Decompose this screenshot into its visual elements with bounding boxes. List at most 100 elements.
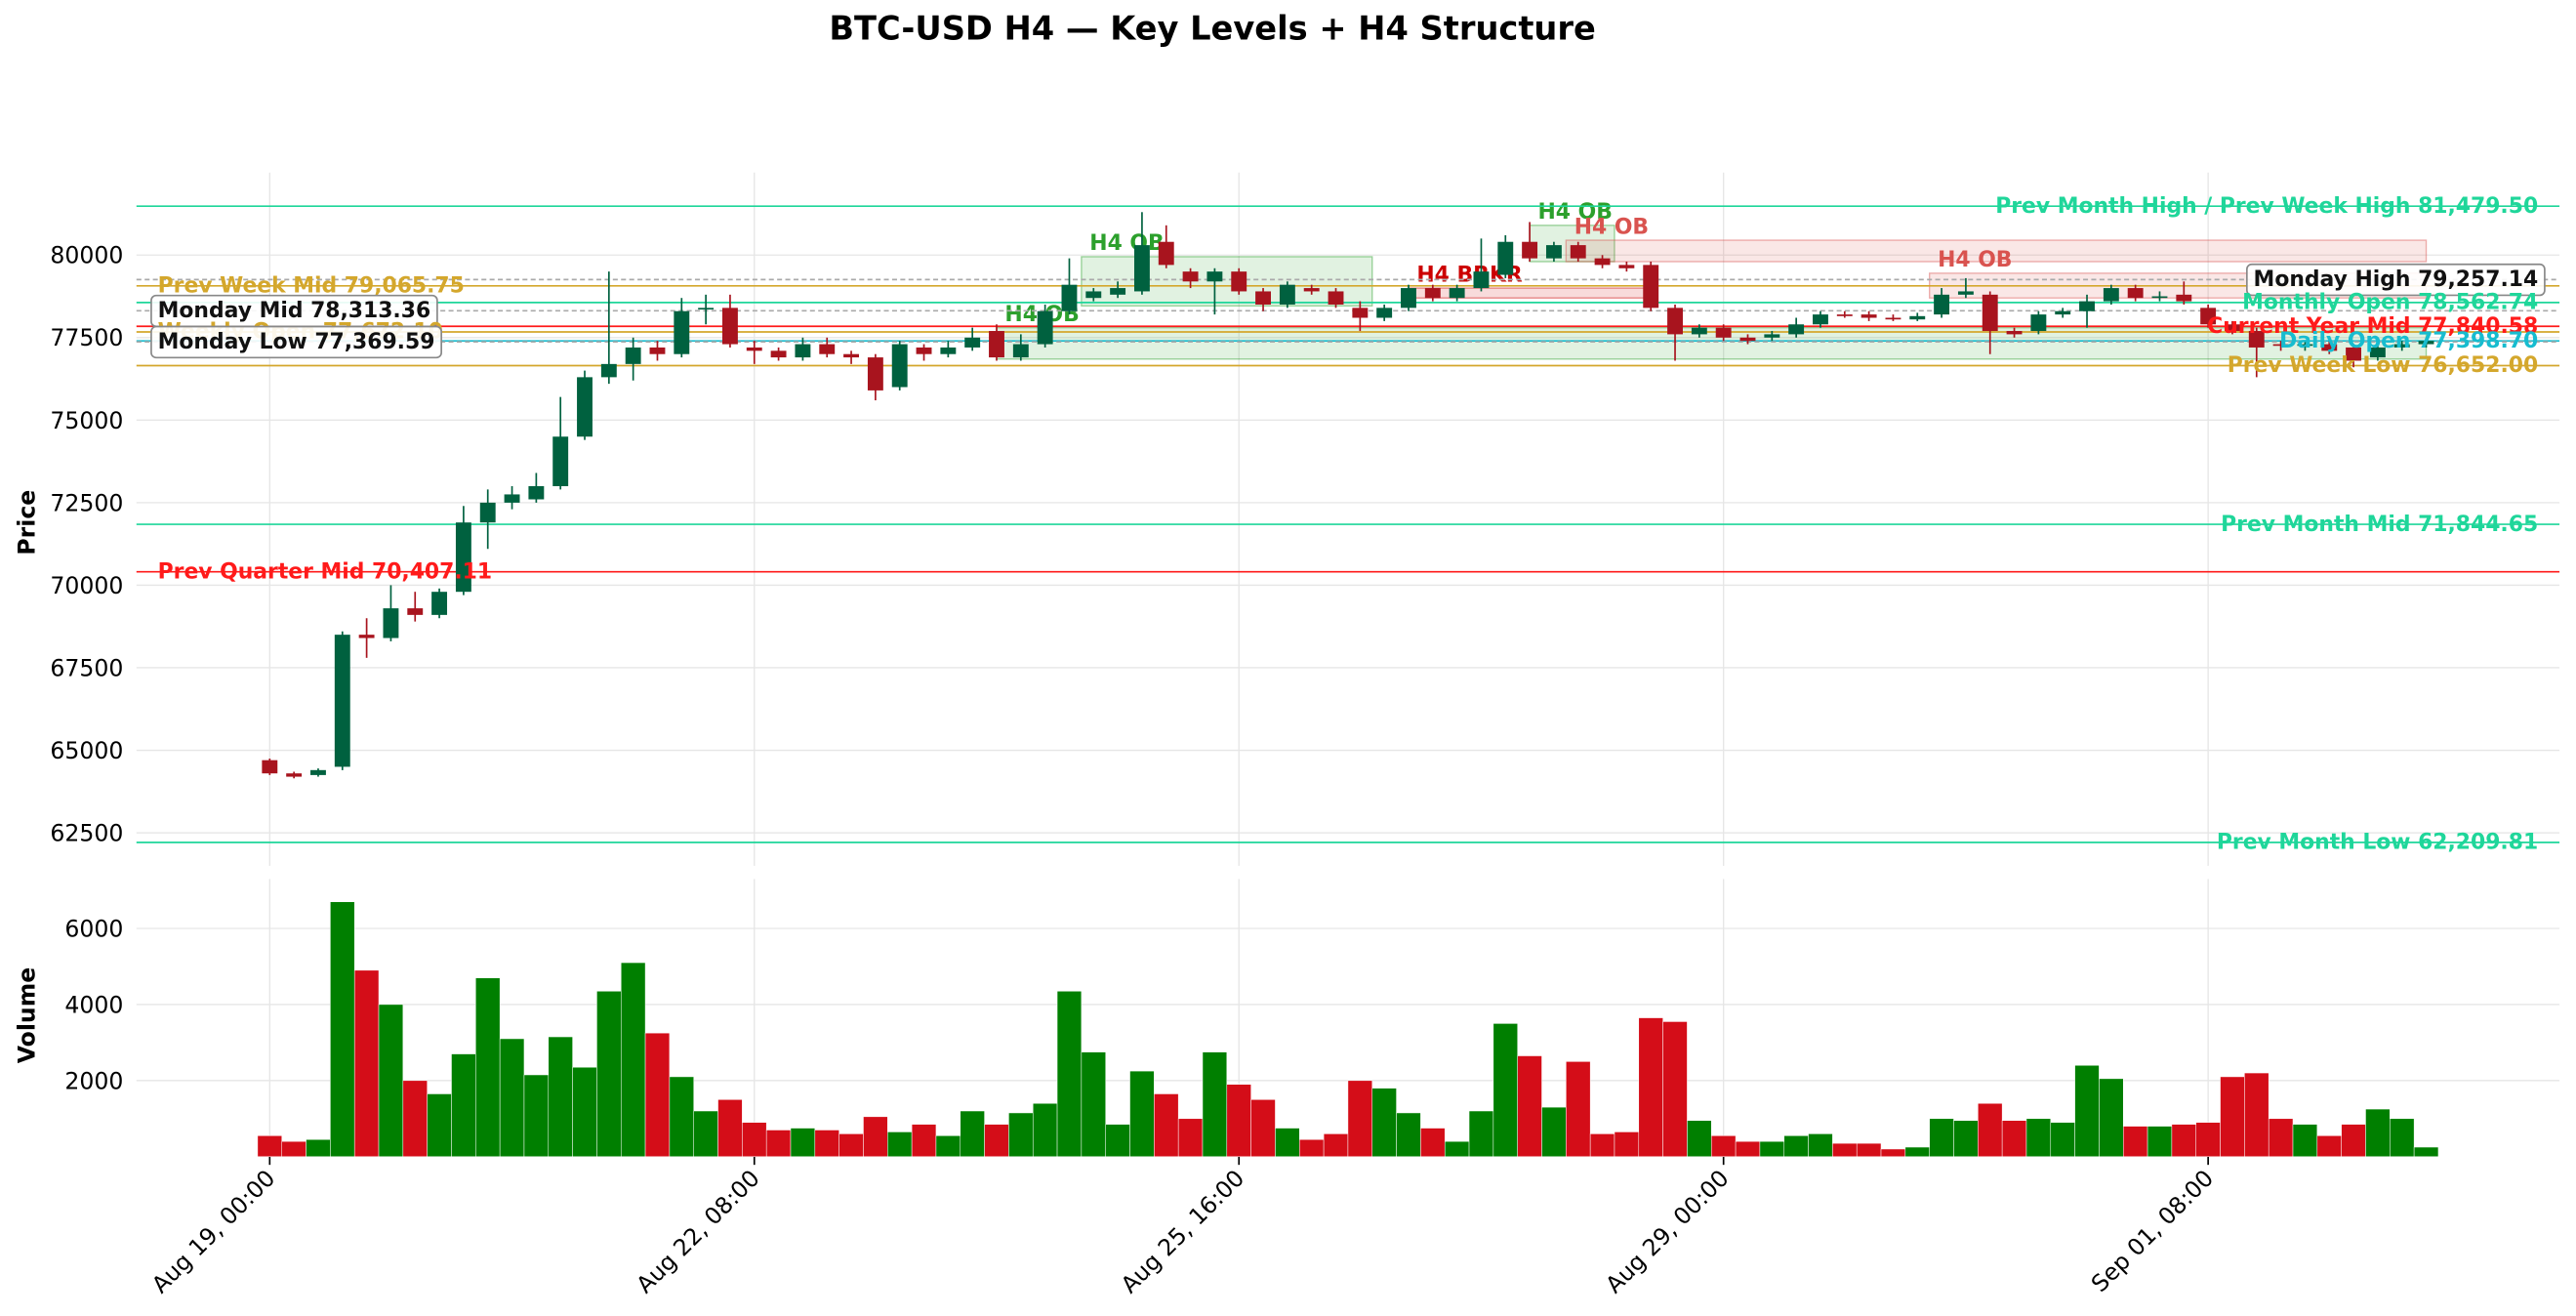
volume-bar xyxy=(281,1140,307,1158)
volume-bar xyxy=(1566,1061,1591,1158)
volume-bar xyxy=(1032,1102,1058,1158)
volume-bar xyxy=(1880,1148,1906,1158)
volume-bar xyxy=(523,1074,550,1158)
x-tick-label: Sep 01, 08:00 xyxy=(2086,1165,2219,1297)
candle-body xyxy=(1813,314,1828,325)
volume-bar xyxy=(1056,991,1083,1158)
candle-body xyxy=(1401,288,1416,308)
volume-bar xyxy=(984,1124,1009,1158)
volume-axis-title: Volume xyxy=(13,967,40,1063)
chart-title: BTC-USD H4 — Key Levels + H4 Structure xyxy=(829,9,1595,47)
volume-bar xyxy=(1735,1140,1761,1158)
candle-body xyxy=(1594,258,1611,266)
volume-bar xyxy=(1541,1106,1567,1158)
zone xyxy=(1565,239,2428,263)
candle-body xyxy=(2127,288,2144,299)
candle-body xyxy=(2346,347,2362,361)
volume-bar xyxy=(427,1093,452,1158)
candle-body xyxy=(891,344,908,388)
candle-body xyxy=(1352,308,1369,318)
candle-body xyxy=(2200,308,2217,325)
candle-body xyxy=(746,347,762,351)
candle-body xyxy=(1037,310,1053,345)
level-label: Monday Mid 78,313.36 xyxy=(158,299,430,323)
volume-bar xyxy=(1154,1093,1179,1158)
volume-bar xyxy=(2123,1126,2148,1158)
candle-body xyxy=(2151,296,2168,299)
volume-bar xyxy=(669,1076,694,1158)
zone-label: H4 OB xyxy=(1538,200,1613,225)
volume-bar xyxy=(2292,1124,2318,1158)
volume-bar xyxy=(1105,1124,1130,1158)
volume-bar xyxy=(402,1080,428,1158)
candle-body xyxy=(1497,241,1514,275)
candle-body xyxy=(1909,315,1926,320)
candle-body xyxy=(698,308,715,310)
x-tick-label: Aug 19, 00:00 xyxy=(146,1165,280,1298)
candle-body xyxy=(1303,288,1320,292)
candle-body xyxy=(1836,314,1853,316)
volume-bar xyxy=(596,991,622,1158)
level-label-group: Prev Month High / Prev Week High 81,479.… xyxy=(1995,194,2538,219)
x-tick-label: Aug 25, 16:00 xyxy=(1116,1165,1249,1298)
volume-bar xyxy=(1202,1051,1228,1158)
volume-bar xyxy=(1275,1128,1300,1158)
volume-bar xyxy=(790,1128,816,1158)
y-tick-label: 75000 xyxy=(50,407,123,434)
zone-label: H4 OB xyxy=(1938,248,2012,272)
volume-bar xyxy=(2074,1065,2100,1158)
candle-body xyxy=(795,344,811,358)
volume-bar xyxy=(1759,1140,1784,1158)
volume-bar xyxy=(2244,1072,2269,1158)
volume-bar xyxy=(2050,1122,2075,1158)
volume-bar xyxy=(935,1135,961,1158)
candle-body xyxy=(2393,344,2410,348)
candle-body xyxy=(2225,324,2240,332)
candle-body xyxy=(552,436,569,486)
candle-body xyxy=(2248,331,2265,348)
candle-body xyxy=(674,310,690,354)
candle-body xyxy=(625,347,641,364)
candle-body xyxy=(1982,294,1998,332)
candle-body xyxy=(1012,344,1029,358)
level-label: Prev Month High / Prev Week High 81,479.… xyxy=(1995,194,2538,219)
volume-bar xyxy=(353,969,380,1158)
level-label-group: Prev Week Low 76,652.00 xyxy=(2228,353,2538,378)
volume-bar xyxy=(2147,1126,2173,1158)
candle-body xyxy=(1545,245,1562,259)
volume-bar xyxy=(1444,1140,1470,1158)
candle-body xyxy=(1764,334,1780,338)
candle-body xyxy=(989,331,1004,358)
x-tick-label: Aug 29, 00:00 xyxy=(1600,1165,1734,1298)
volume-bar xyxy=(1929,1118,1954,1158)
candle-body xyxy=(1788,324,1805,335)
volume-bar xyxy=(2413,1146,2439,1158)
volume-bar xyxy=(911,1124,937,1158)
y-tick-label: 80000 xyxy=(50,242,123,269)
level-label-group: Prev Quarter Mid 70,407.11 xyxy=(158,559,492,584)
y-axis-title: Price xyxy=(13,490,40,555)
volume-bar xyxy=(1517,1055,1542,1158)
candle-body xyxy=(649,347,666,354)
candle-body xyxy=(1328,291,1344,305)
candle-body xyxy=(1110,288,1126,295)
candle-body xyxy=(819,344,836,354)
candle-body xyxy=(1424,288,1441,299)
volume-bar xyxy=(548,1036,573,1158)
candle-body xyxy=(1618,265,1635,268)
volume-bar xyxy=(1371,1088,1397,1158)
volume-bar xyxy=(1638,1017,1663,1158)
volume-bar xyxy=(1081,1051,1106,1158)
volume-bar xyxy=(1904,1146,1930,1158)
level-label-group: Monthly Open 78,562.74 xyxy=(2242,291,2538,315)
candle-body xyxy=(2297,344,2313,347)
volume-bar xyxy=(1589,1133,1615,1158)
candle-body xyxy=(479,502,496,523)
y-tick-label: 67500 xyxy=(50,654,123,681)
volume-bar xyxy=(863,1116,888,1158)
x-tick-label: Aug 22, 08:00 xyxy=(631,1165,764,1298)
level-label-group: Monday High 79,257.14 xyxy=(2246,263,2546,297)
volume-bar xyxy=(306,1138,331,1158)
zone-label: H4 OB xyxy=(1089,231,1164,256)
volume-bar xyxy=(620,962,646,1158)
